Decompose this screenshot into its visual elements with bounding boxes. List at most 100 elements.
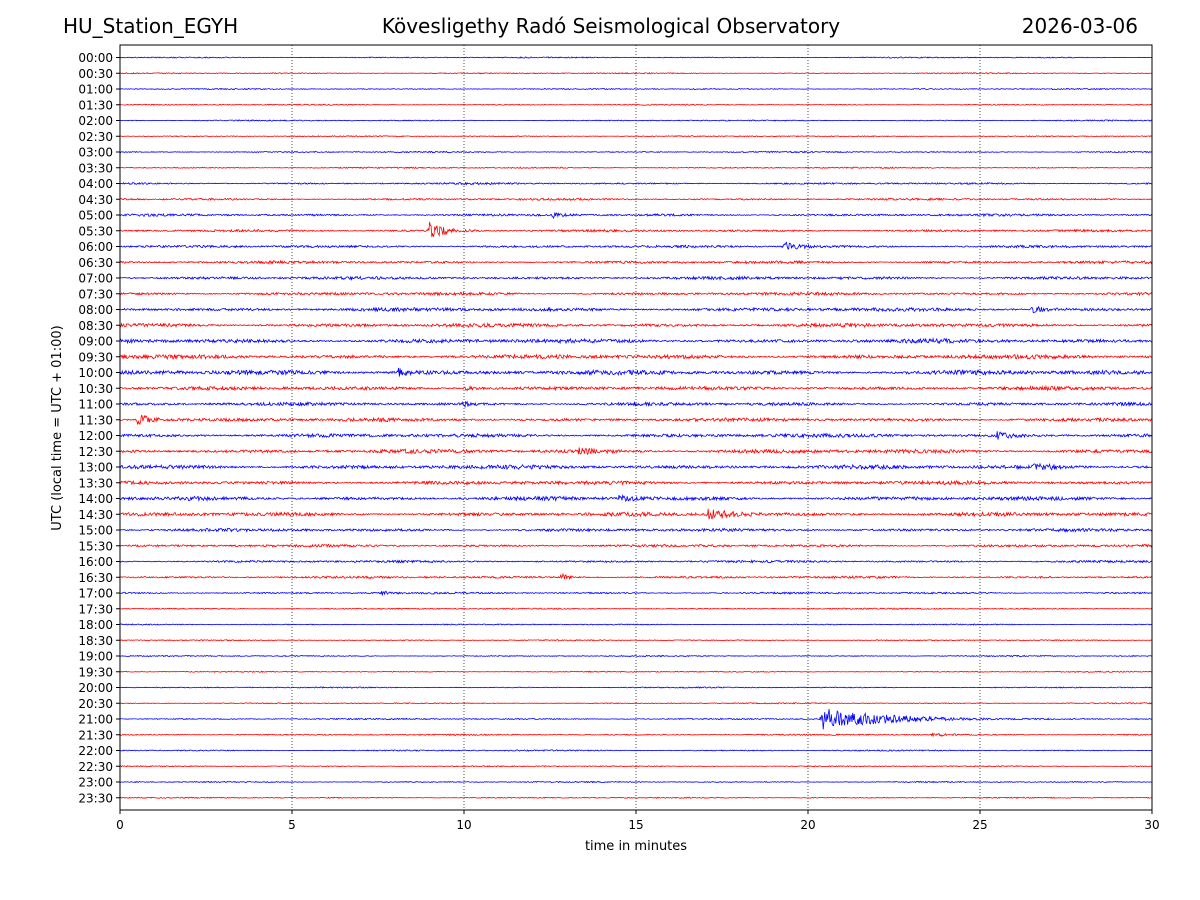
y-tick-label-2030: 20:30 [78, 697, 113, 711]
y-tick-label-2330: 23:30 [78, 791, 113, 805]
trace-row-0930 [119, 353, 1153, 361]
grid-lines [291, 45, 981, 810]
trace-row-2130 [119, 732, 1153, 738]
x-tick-label-30: 30 [1144, 818, 1159, 832]
trace-row-1430 [119, 508, 1153, 520]
y-axis-label: UTC (local time = UTC + 01:00) [50, 325, 65, 530]
y-tick-label-1500: 15:00 [78, 524, 113, 538]
x-tick-label-15: 15 [628, 818, 643, 832]
y-tick-label-2000: 20:00 [78, 681, 113, 695]
trace-row-0430 [119, 197, 1153, 202]
y-tick-label-1100: 11:00 [78, 398, 113, 412]
y-tick-label-1900: 19:00 [78, 650, 113, 664]
y-tick-label-0630: 06:30 [78, 256, 113, 270]
y-tick-label-0230: 02:30 [78, 130, 113, 144]
trace-row-1000 [119, 367, 1153, 377]
y-tick-label-1930: 19:30 [78, 665, 113, 679]
trace-row-0030 [119, 71, 1153, 75]
y-tick-label-0900: 09:00 [78, 335, 113, 349]
y-tick-label-0530: 05:30 [78, 224, 113, 238]
y-tick-label-0600: 06:00 [78, 240, 113, 254]
y-tick-label-2300: 23:00 [78, 776, 113, 790]
trace-row-0230 [119, 135, 1153, 138]
trace-row-2300 [119, 780, 1152, 784]
y-tick-label-0700: 07:00 [78, 272, 113, 286]
trace-row-0530 [119, 221, 1153, 238]
y-tick-label-1700: 17:00 [78, 587, 113, 601]
y-tick-label-2200: 22:00 [78, 744, 113, 758]
y-tick-label-1400: 14:00 [78, 492, 113, 506]
y-tick-label-0200: 02:00 [78, 114, 113, 128]
y-tick-label-0130: 01:30 [78, 98, 113, 112]
y-tick-label-2100: 21:00 [78, 713, 113, 727]
y-tick-label-0800: 08:00 [78, 303, 113, 317]
trace-row-1630 [119, 572, 1153, 581]
y-tick-label-0000: 00:00 [78, 51, 113, 65]
trace-row-1100 [119, 400, 1153, 409]
trace-row-1500 [119, 527, 1153, 533]
trace-row-1700 [119, 590, 1153, 597]
y-tick-label-1200: 12:00 [78, 429, 113, 443]
trace-row-2230 [119, 765, 1153, 768]
trace-row-0400 [119, 181, 1153, 186]
trace-row-0200 [119, 119, 1153, 122]
trace-row-1600 [119, 559, 1153, 564]
y-tick-label-2130: 21:30 [78, 728, 113, 742]
y-tick-label-0730: 07:30 [78, 287, 113, 301]
trace-row-0900 [119, 337, 1153, 345]
trace-row-1900 [119, 654, 1153, 658]
station-name: HU_Station_EGYH [63, 14, 239, 38]
y-tick-label-0300: 03:00 [78, 146, 113, 160]
y-tick-label-0930: 09:30 [78, 350, 113, 364]
trace-row-0800 [119, 305, 1153, 314]
trace-row-1230 [119, 447, 1153, 456]
y-tick-label-1630: 16:30 [78, 571, 113, 585]
trace-row-1530 [119, 543, 1153, 549]
trace-row-0330 [119, 166, 1153, 170]
trace-row-1830 [119, 639, 1153, 642]
x-tick-label-10: 10 [456, 818, 471, 832]
trace-row-0500 [119, 212, 1153, 220]
trace-row-1030 [120, 384, 1153, 392]
x-tick-label-0: 0 [116, 818, 124, 832]
trace-row-2100 [119, 708, 1153, 730]
y-tick-label-1800: 18:00 [78, 618, 113, 632]
trace-row-0700 [119, 275, 1153, 281]
trace-row-0600 [119, 241, 1153, 250]
y-tick-label-1830: 18:30 [78, 634, 113, 648]
x-axis-label: time in minutes [585, 839, 687, 854]
trace-row-1930 [119, 670, 1153, 673]
y-tick-label-1030: 10:30 [78, 382, 113, 396]
y-tick-label-1530: 15:30 [78, 539, 113, 553]
y-tick-label-0500: 05:00 [78, 209, 113, 223]
x-tick-label-25: 25 [972, 818, 987, 832]
x-tick-label-5: 5 [288, 818, 296, 832]
y-tick-label-1130: 11:30 [78, 413, 113, 427]
observatory-title: Kövesligethy Radó Seismological Observat… [381, 14, 841, 38]
y-tick-label-1730: 17:30 [78, 602, 113, 616]
x-tick-label-20: 20 [800, 818, 815, 832]
trace-row-0130 [119, 103, 1153, 106]
trace-row-1200 [119, 431, 1153, 440]
seismic-traces [119, 56, 1153, 799]
trace-row-0830 [119, 322, 1153, 329]
trace-row-1730 [119, 607, 1153, 610]
trace-row-1300 [119, 462, 1153, 471]
trace-row-2030 [119, 701, 1153, 705]
y-tick-label-0400: 04:00 [78, 177, 113, 191]
y-tick-label-1230: 12:30 [78, 445, 113, 459]
y-tick-label-1000: 10:00 [78, 366, 113, 380]
trace-row-1330 [119, 479, 1153, 486]
y-tick-label-1430: 14:30 [78, 508, 113, 522]
y-tick-label-2230: 22:30 [78, 760, 113, 774]
trace-row-0730 [119, 291, 1153, 297]
trace-row-0100 [119, 87, 1153, 91]
trace-row-2330 [119, 796, 1153, 799]
trace-row-1400 [119, 493, 1153, 503]
y-tick-label-0330: 03:30 [78, 161, 113, 175]
y-tick-label-0830: 08:30 [78, 319, 113, 333]
trace-row-2000 [119, 686, 1153, 689]
trace-row-1800 [119, 623, 1153, 626]
